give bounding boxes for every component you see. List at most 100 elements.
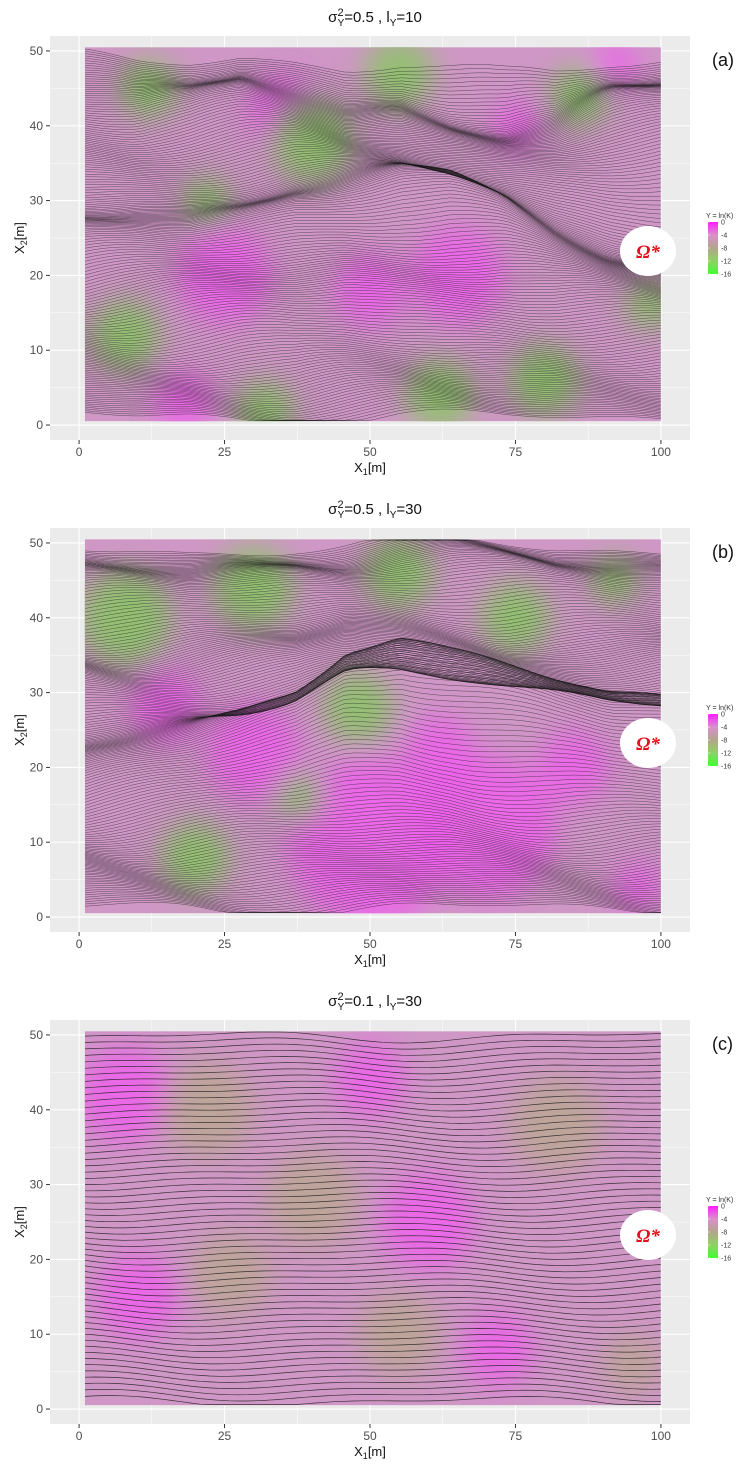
streamline [84,1297,661,1310]
y-tick-label: 20 [30,1252,44,1266]
streamline [84,888,661,907]
streamline [84,72,661,107]
streamline [84,279,661,311]
streamline [84,716,661,785]
streamline [84,1148,661,1161]
streamline [84,161,661,215]
x-tick-label: 25 [218,445,232,459]
streamline [84,1173,661,1186]
streamline [84,392,661,415]
streamline [84,782,661,829]
streamline [84,101,661,145]
streamline [84,180,661,270]
y-tick-label: 30 [30,686,44,700]
streamline [84,666,661,708]
streamline [84,1043,661,1056]
streamline [84,312,661,339]
streamline [84,382,661,404]
streamline [84,388,661,411]
streamline [84,1086,661,1099]
streamline [84,214,661,273]
streamline [84,646,661,753]
streamline [84,571,661,587]
streamline [84,611,661,637]
omega-circle [620,718,676,768]
high-k-patch [96,1254,178,1339]
streamline [84,770,661,821]
streamline [84,305,661,332]
streamline [84,357,661,377]
streamline [84,624,661,660]
streamline [84,656,661,756]
streamline [84,1278,661,1291]
streamline [84,866,661,886]
streamline [84,646,661,739]
streamline [84,77,661,122]
streamline [84,790,661,833]
streamline [84,825,661,853]
streamline [84,862,661,882]
streamline [84,164,661,258]
streamline [84,853,661,873]
low-k-patch [323,671,394,744]
low-k-patch [90,299,161,372]
streamline [84,646,661,685]
streamline [84,872,661,892]
streamline [84,103,661,145]
streamline [84,53,661,79]
x-tick-label: 100 [651,937,671,951]
streamline [84,1185,661,1198]
x-tick-label: 100 [651,1429,671,1443]
streamline [84,669,661,761]
streamline [84,894,661,913]
streamline [84,626,661,664]
streamline [84,1093,661,1106]
streamline [84,1210,661,1223]
streamline [84,264,661,292]
streamline [84,559,661,580]
streamline [84,88,661,141]
streamline [84,870,661,890]
streamline [84,809,661,843]
streamline [84,651,661,689]
streamline [84,1266,661,1279]
streamline [84,373,661,393]
streamline [84,805,661,841]
streamline [84,218,661,274]
streamline [84,79,661,133]
streamline [84,247,661,282]
streamline [84,639,661,744]
streamline [84,329,661,353]
x-tick-label: 50 [363,1429,377,1443]
streamline [84,698,661,774]
streamline [84,594,661,609]
legend-label: -12 [721,259,731,266]
streamline [84,205,661,272]
streamline [84,222,661,275]
streamline [84,545,661,571]
streamline [84,111,661,148]
streamline [84,134,661,163]
streamline [84,828,661,855]
streamline [84,141,661,169]
streamline [84,882,661,901]
legend-label: -16 [721,764,731,771]
streamline [84,794,661,836]
streamline [84,84,661,139]
legend-label: -4 [721,725,727,732]
legend-label: -4 [721,1217,727,1224]
streamline [84,284,661,316]
streamline [84,295,661,324]
y-tick-label: 20 [30,268,44,282]
streamline [84,689,661,769]
streamline [84,864,661,884]
streamline [84,398,661,421]
streamline [84,1339,661,1353]
streamline [84,78,661,129]
streamline [84,371,661,391]
streamline [84,890,661,909]
streamline [84,597,661,613]
streamline [84,274,661,306]
legend: Y = ln(K)0 -4 -8 -12 -16 [706,705,733,771]
high-k-patch [463,1313,533,1386]
